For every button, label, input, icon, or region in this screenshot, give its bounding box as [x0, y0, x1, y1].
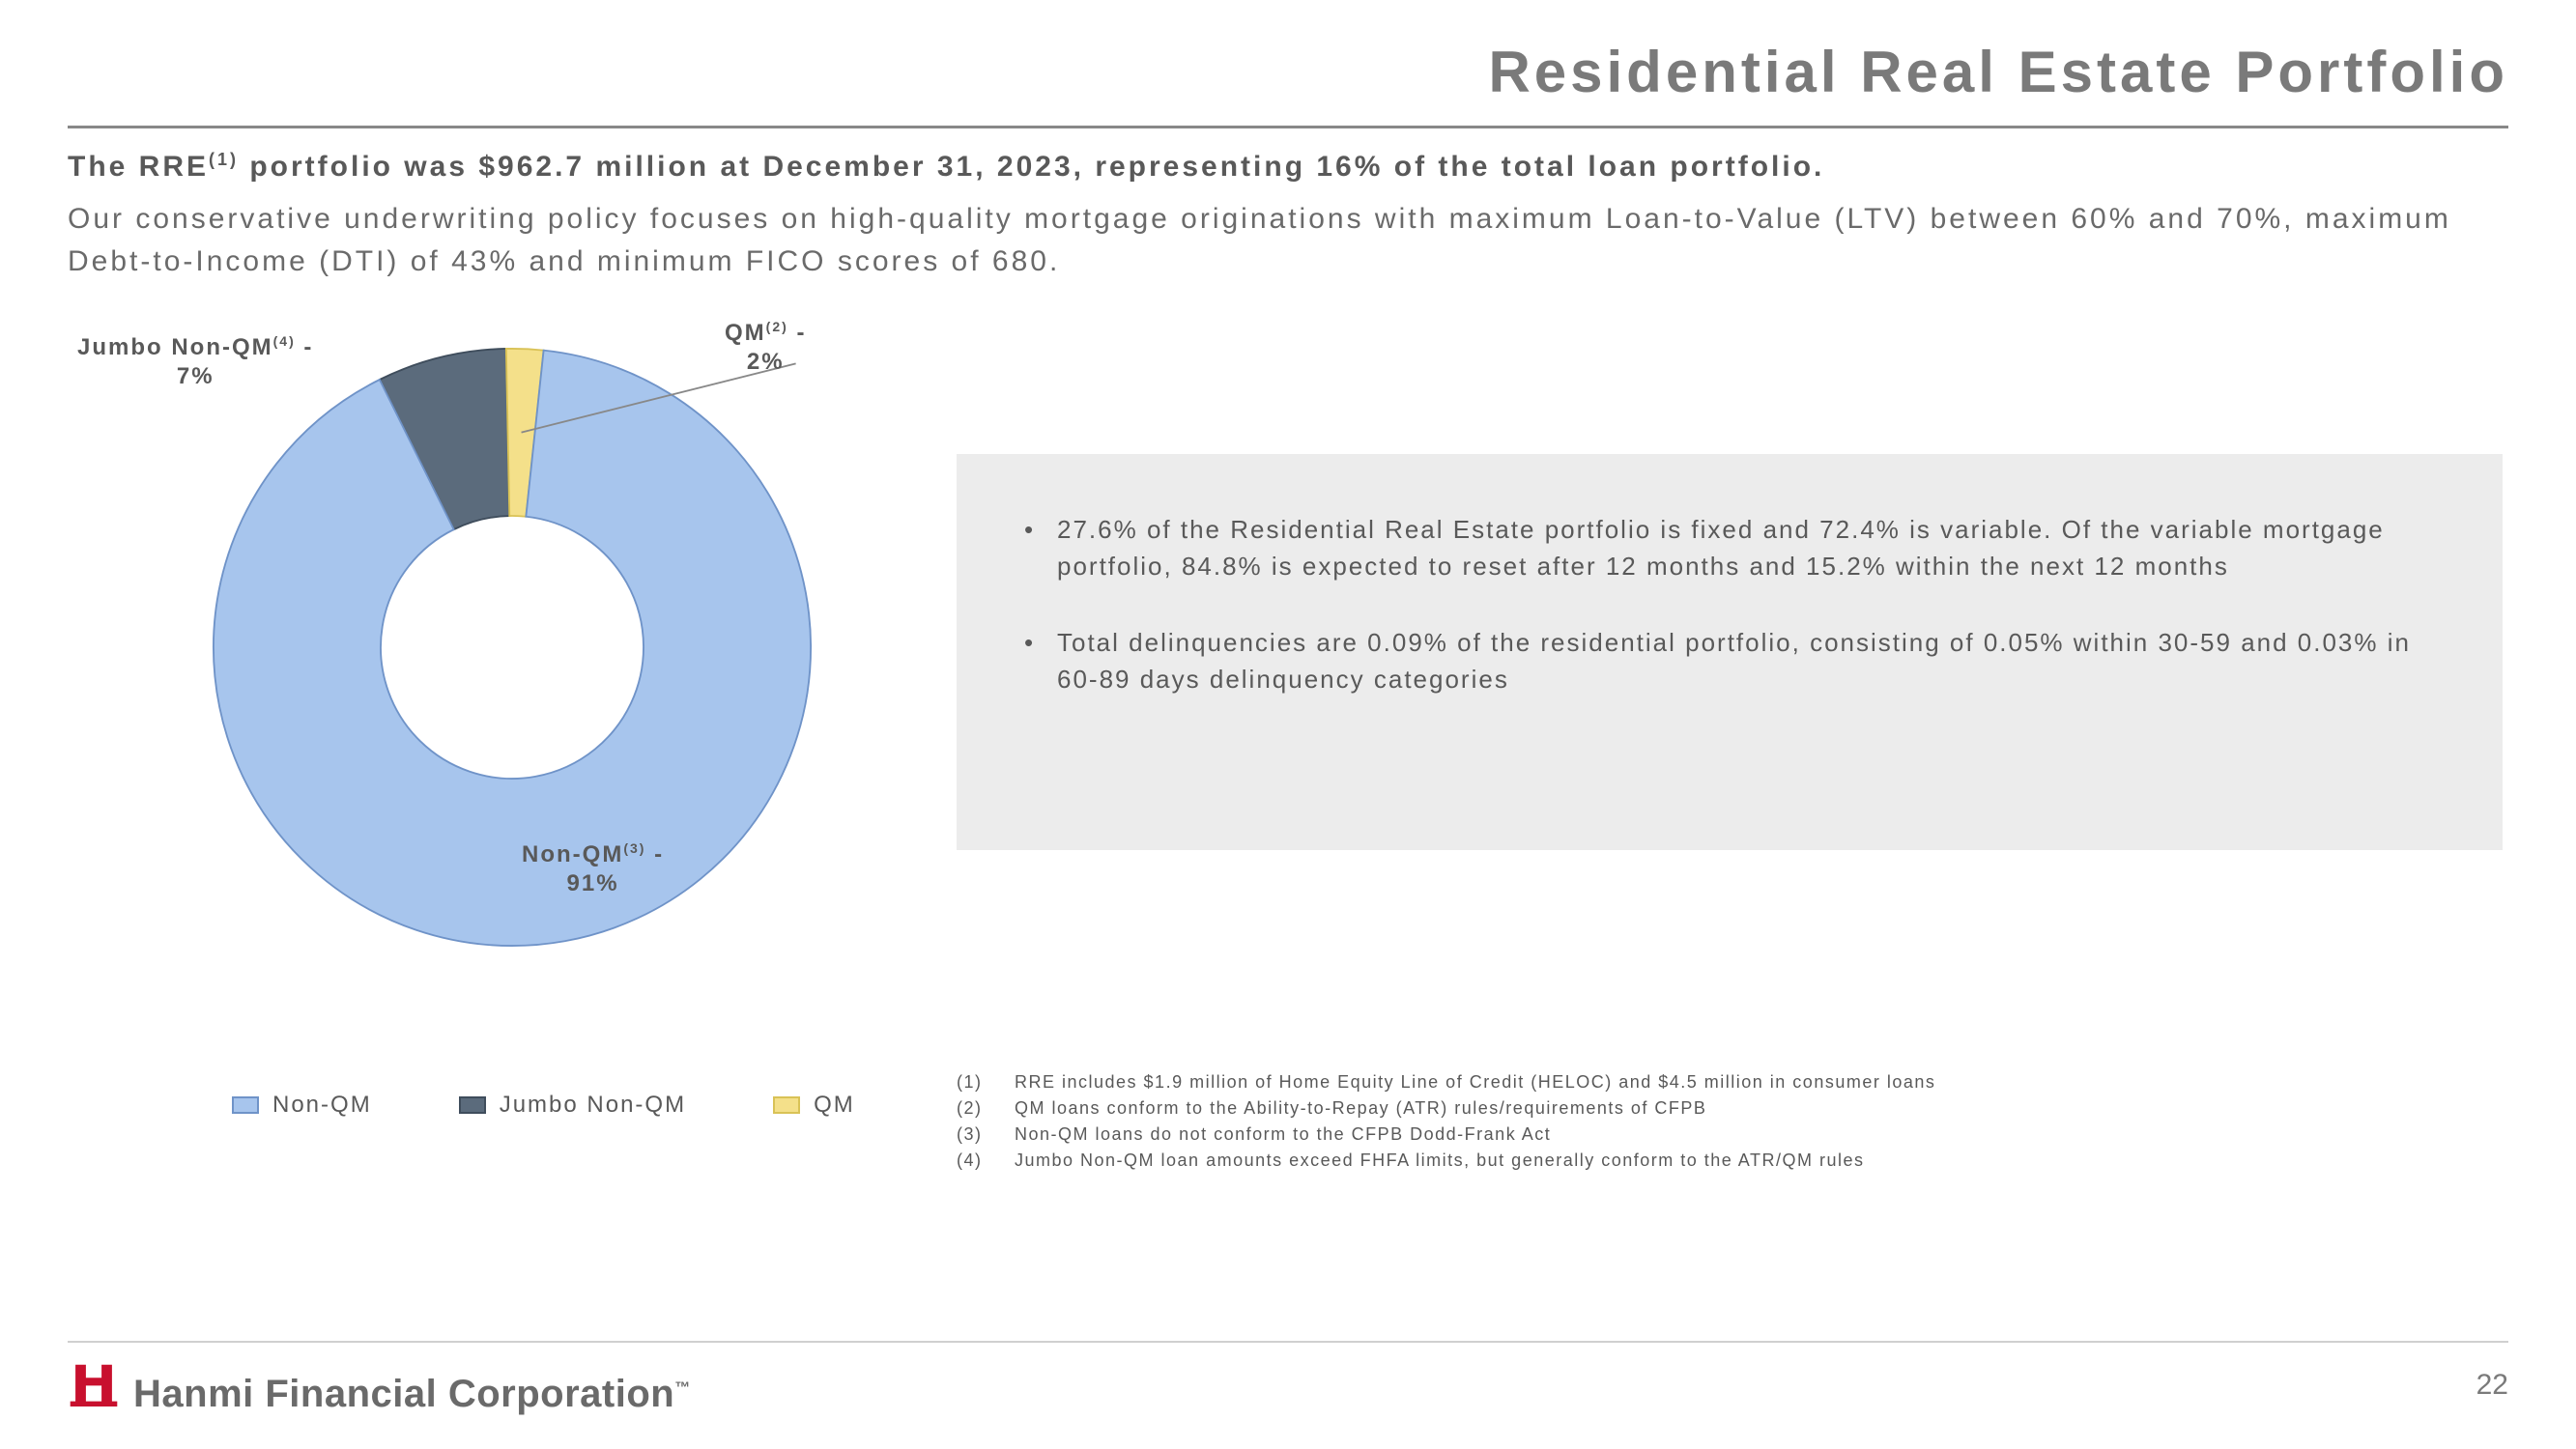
legend-swatch-icon [232, 1096, 259, 1114]
chart-label-qm: QM(2) - 2% [725, 319, 806, 377]
info-box: 27.6% of the Residential Real Estate por… [957, 454, 2503, 850]
logo-mark-icon [68, 1354, 120, 1415]
bullet-1: Total delinquencies are 0.09% of the res… [1024, 625, 2435, 697]
slide: Residential Real Estate Portfolio The RR… [0, 0, 2576, 1449]
footnote-2: (3) Non-QM loans do not conform to the CF… [957, 1124, 2503, 1145]
title-divider [68, 126, 2508, 128]
bullet-0: 27.6% of the Residential Real Estate por… [1024, 512, 2435, 584]
footnote-num: (3) [957, 1124, 995, 1145]
lbl-jumbo-name: Jumbo Non-QM [77, 334, 273, 360]
trademark-icon: ™ [674, 1380, 691, 1397]
legend-item-0: Non-QM [232, 1092, 372, 1119]
footnote-1: (2) QM loans conform to the Ability-to-Re… [957, 1098, 2503, 1119]
page-number: 22 [2476, 1369, 2508, 1402]
lbl-qm-name: QM [725, 320, 766, 346]
lbl-jumbo-pct: 7% [177, 363, 215, 389]
donut-chart [184, 319, 841, 976]
legend-item-2: QM [773, 1092, 855, 1119]
legend-swatch-icon [459, 1096, 486, 1114]
footnote-text: RRE includes $1.9 million of Home Equity… [1015, 1072, 1935, 1093]
chart-legend: Non-QM Jumbo Non-QM QM [232, 1092, 855, 1119]
lbl-nonqm-sup: (3) [623, 840, 645, 856]
donut-svg [184, 319, 841, 976]
page-title: Residential Real Estate Portfolio [68, 39, 2508, 105]
footer-divider [68, 1341, 2508, 1343]
company-name-text: Hanmi Financial Corporation [133, 1373, 674, 1415]
footnote-text: Jumbo Non-QM loan amounts exceed FHFA li… [1015, 1151, 1864, 1171]
footer: Hanmi Financial Corporation™ 22 [68, 1354, 2508, 1416]
lbl-nonqm-ext: - [645, 841, 664, 867]
footnote-text: QM loans conform to the Ability-to-Repay… [1015, 1098, 1706, 1119]
footnotes: (1) RRE includes $1.9 million of Home Equ… [957, 1072, 2503, 1177]
chart-label-nonqm: Non-QM(3) - 91% [522, 840, 664, 898]
footnote-3: (4) Jumbo Non-QM loan amounts exceed FHFA… [957, 1151, 2503, 1171]
lbl-qm-pct: 2% [747, 349, 785, 375]
lbl-nonqm-name: Non-QM [522, 841, 623, 867]
lbl-jumbo-ext: - [296, 334, 314, 360]
lead-line-1: The RRE(1) portfolio was $962.7 million … [68, 150, 2508, 184]
legend-label: QM [814, 1092, 855, 1119]
lbl-qm-sup: (2) [766, 319, 788, 334]
company-logo: Hanmi Financial Corporation™ [68, 1354, 691, 1416]
lead-line-2: Our conservative underwriting policy foc… [68, 198, 2508, 282]
bullet-list: 27.6% of the Residential Real Estate por… [1024, 512, 2435, 698]
lbl-nonqm-pct: 91% [567, 870, 619, 896]
lead1-post: portfolio was $962.7 million at December… [239, 151, 1824, 183]
lead1-sup: (1) [209, 150, 239, 169]
footnote-text: Non-QM loans do not conform to the CFPB … [1015, 1124, 1551, 1145]
chart-label-jumbo: Jumbo Non-QM(4) - 7% [77, 333, 313, 391]
legend-label: Jumbo Non-QM [500, 1092, 686, 1119]
legend-item-1: Jumbo Non-QM [459, 1092, 686, 1119]
footnote-0: (1) RRE includes $1.9 million of Home Equ… [957, 1072, 2503, 1093]
lbl-jumbo-sup: (4) [273, 333, 296, 349]
footnote-num: (1) [957, 1072, 995, 1093]
footnote-num: (2) [957, 1098, 995, 1119]
lead1-pre: The RRE [68, 151, 209, 183]
lbl-qm-ext: - [788, 320, 807, 346]
company-name: Hanmi Financial Corporation™ [133, 1373, 691, 1416]
legend-label: Non-QM [272, 1092, 372, 1119]
legend-swatch-icon [773, 1096, 800, 1114]
footnote-num: (4) [957, 1151, 995, 1171]
